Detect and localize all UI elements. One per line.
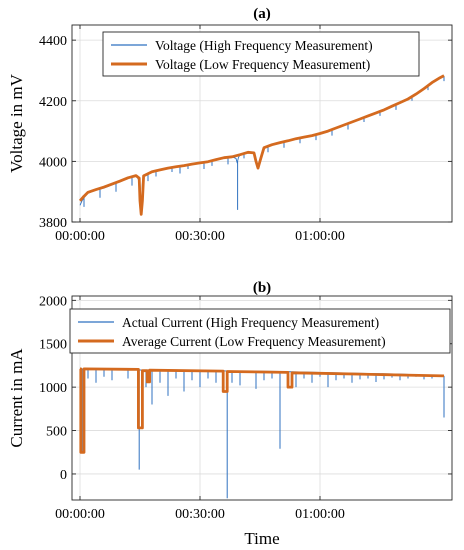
x-tick-label: 00:00:00 [55,229,105,244]
y-tick-label: 4400 [39,34,67,49]
axes-box-0 [71,24,453,223]
x-tick-label: 00:30:00 [175,229,225,244]
legend-label: Voltage (Low Frequency Measurement) [155,57,370,72]
legend-label: Actual Current (High Frequency Measureme… [122,315,379,330]
y-axis-label: Voltage in mV [7,73,26,173]
axes-box-1 [71,295,453,501]
x-axis-label: Time [244,529,279,548]
legend-box [102,31,420,77]
y-tick-label: 3800 [39,216,67,231]
x-tick-label: 01:00:00 [295,507,345,522]
y-tick-label: 4000 [39,155,67,170]
x-tick-label: 01:00:00 [295,229,345,244]
legend-label: Average Current (Low Frequency Measureme… [122,334,386,349]
y-tick-label: 2000 [39,294,67,309]
x-tick-label: 00:00:00 [55,507,105,522]
panel-title: (b) [253,280,271,296]
legend-box [69,308,451,354]
y-tick-label: 1500 [39,338,67,353]
y-tick-label: 1000 [39,381,67,396]
x-tick-label: 00:30:00 [175,507,225,522]
y-axis-label: Current in mA [7,348,26,448]
y-tick-label: 500 [46,425,67,440]
panel-title: (a) [253,6,271,22]
series-line-0-1 [78,74,445,216]
y-tick-label: 0 [60,468,67,483]
legend-label: Voltage (High Frequency Measurement) [155,38,373,53]
y-tick-label: 4200 [39,95,67,110]
series-line-1-1 [79,367,445,454]
